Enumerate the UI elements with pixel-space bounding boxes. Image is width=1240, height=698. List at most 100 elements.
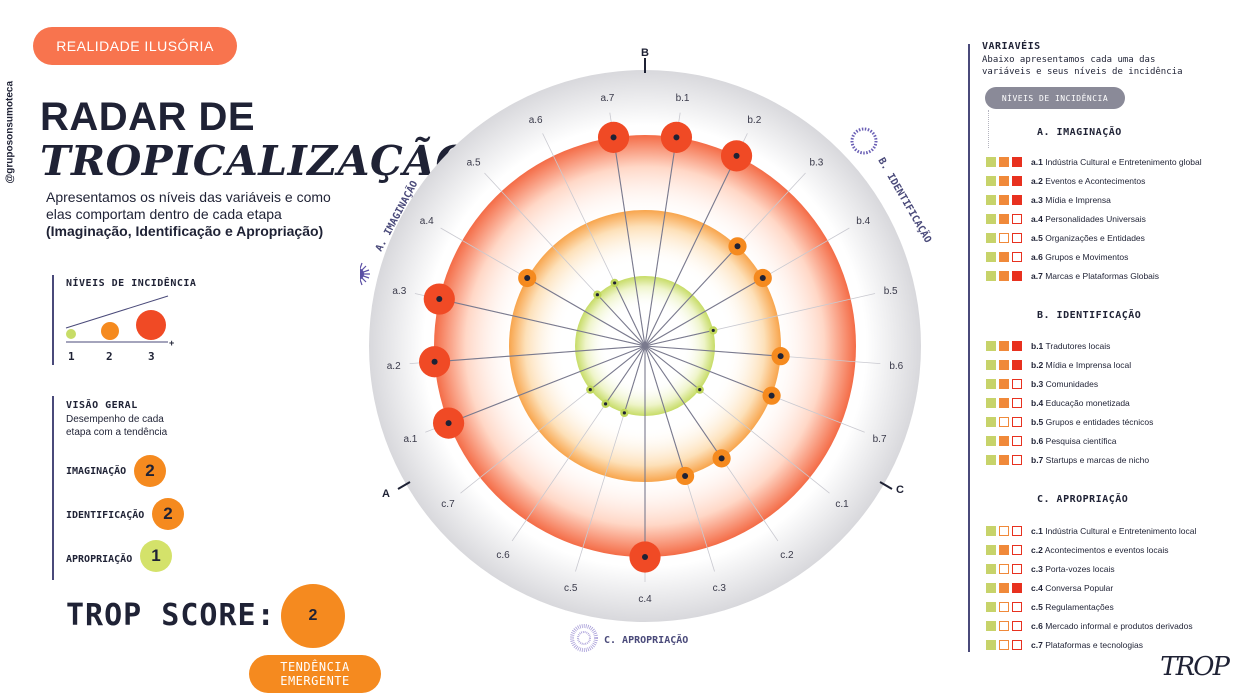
spoke-point-center xyxy=(733,152,740,159)
variable-code: c.6 xyxy=(1031,621,1043,631)
variable-code: a.3 xyxy=(1031,195,1043,205)
spoke-point-center xyxy=(610,134,617,141)
category-title: A. IMAGINAÇÃO xyxy=(1037,127,1122,138)
variable-code: b.7 xyxy=(1031,455,1044,465)
stage-apropriacao-badge: 1 xyxy=(140,540,172,572)
level-square xyxy=(999,398,1009,408)
level-square xyxy=(986,214,996,224)
spoke-label: a.6 xyxy=(529,115,543,126)
variable-name: Eventos e Acontecimentos xyxy=(1045,176,1146,186)
spoke-label: c.6 xyxy=(496,550,510,561)
variable-code: b.5 xyxy=(1031,417,1044,427)
level-square xyxy=(986,602,996,612)
level-square xyxy=(1012,176,1022,186)
variable-name: Mídia e Imprensa xyxy=(1045,195,1111,205)
spoke-label: b.6 xyxy=(889,361,903,372)
variable-row: c.4 Conversa Popular xyxy=(986,582,1113,594)
variable-row: c.3 Porta-vozes locais xyxy=(986,563,1115,575)
spoke-point-center xyxy=(734,243,741,250)
variable-row: c.2 Acontecimentos e eventos locais xyxy=(986,544,1169,556)
spoke-point-center xyxy=(682,472,689,479)
variable-label: a.5 Organizações e Entidades xyxy=(1031,233,1145,243)
section-c-icon xyxy=(570,624,598,652)
stage-apropriacao-label: APROPRIAÇÃO xyxy=(66,554,133,565)
level-3-dot xyxy=(136,310,166,340)
variable-name: Porta-vozes locais xyxy=(1045,564,1115,574)
spoke-point-center xyxy=(759,274,766,281)
level-square xyxy=(1012,379,1022,389)
levels-key-trend-line xyxy=(65,295,169,329)
level-square xyxy=(1012,602,1022,612)
level-square xyxy=(999,417,1009,427)
level-square xyxy=(1012,526,1022,536)
variable-row: a.2 Eventos e Acontecimentos xyxy=(986,175,1145,187)
variable-name: Comunidades xyxy=(1045,379,1099,389)
variable-label: b.6 Pesquisa científica xyxy=(1031,436,1117,446)
variable-code: c.7 xyxy=(1031,640,1043,650)
variable-label: a.2 Eventos e Acontecimentos xyxy=(1031,176,1145,186)
overview-bar xyxy=(52,396,54,580)
variable-row: a.7 Marcas e Plataformas Globais xyxy=(986,270,1159,282)
axis-a-label: A xyxy=(382,488,390,500)
variable-code: c.2 xyxy=(1031,545,1043,555)
spoke-label: a.2 xyxy=(387,361,401,372)
variables-dotted-connector xyxy=(988,110,989,148)
spoke-point-center xyxy=(588,388,592,392)
variable-row: b.5 Grupos e entidades técnicos xyxy=(986,416,1153,428)
variable-label: c.5 Regulamentações xyxy=(1031,602,1114,612)
level-square xyxy=(999,526,1009,536)
intro-stages: (Imaginação, Identificação e Apropriação… xyxy=(46,223,324,239)
variable-name: Tradutores locais xyxy=(1045,341,1111,351)
axis-c-tick xyxy=(879,481,893,490)
variable-label: b.1 Tradutores locais xyxy=(1031,341,1110,351)
level-square xyxy=(986,455,996,465)
spoke-label: a.4 xyxy=(420,216,434,227)
level-square xyxy=(1012,398,1022,408)
level-square xyxy=(999,602,1009,612)
spoke-data-line xyxy=(644,155,738,347)
overview-title: VISÃO GERAL xyxy=(66,400,138,411)
variable-label: a.7 Marcas e Plataformas Globais xyxy=(1031,271,1159,281)
level-square xyxy=(1012,360,1022,370)
spoke-point-center xyxy=(436,296,443,303)
page-title-line2: TROPICALIZAÇÃO xyxy=(40,137,472,185)
level-square xyxy=(986,252,996,262)
variable-code: a.6 xyxy=(1031,252,1043,262)
variable-row: a.5 Organizações e Entidades xyxy=(986,232,1145,244)
level-square xyxy=(1012,341,1022,351)
trop-score-value: 2 xyxy=(281,584,345,648)
variable-label: b.4 Educação monetizada xyxy=(1031,398,1130,408)
level-square xyxy=(986,157,996,167)
stage-imaginacao-badge: 2 xyxy=(134,455,166,487)
variable-row: a.6 Grupos e Movimentos xyxy=(986,251,1128,263)
social-handle: @gruposonsumoteca xyxy=(4,80,16,184)
stage-imaginacao-label: IMAGINAÇÃO xyxy=(66,466,127,477)
spoke-point-center xyxy=(622,411,626,415)
variable-name: Personalidades Universais xyxy=(1045,214,1146,224)
spoke-data-line xyxy=(448,345,646,424)
level-1-dot xyxy=(66,329,76,339)
spoke-data-line xyxy=(644,245,738,347)
variable-code: a.2 xyxy=(1031,176,1043,186)
spoke-data-line xyxy=(605,345,646,405)
level-square xyxy=(986,436,996,446)
spoke-data-line xyxy=(526,277,646,347)
spoke-data-line xyxy=(613,137,646,347)
variable-label: c.4 Conversa Popular xyxy=(1031,583,1113,593)
spoke-label: a.3 xyxy=(392,286,406,297)
level-square xyxy=(999,195,1009,205)
stage-identificacao-label: IDENTIFICAÇÃO xyxy=(66,510,145,521)
spoke-label: c.5 xyxy=(564,583,578,594)
variable-name: Acontecimentos e eventos locais xyxy=(1044,545,1169,555)
level-square xyxy=(1012,157,1022,167)
spoke-label: b.7 xyxy=(873,434,887,445)
section-c-label: C. APROPRIAÇÃO xyxy=(604,633,688,646)
level-square xyxy=(1012,271,1022,281)
variable-row: b.7 Startups e marcas de nicho xyxy=(986,454,1149,466)
section-tag: REALIDADE ILUSÓRIA xyxy=(33,27,237,65)
trend-line1: TENDÊNCIA xyxy=(280,660,350,674)
variable-code: a.1 xyxy=(1031,157,1043,167)
variable-label: a.6 Grupos e Movimentos xyxy=(1031,252,1128,262)
spoke-data-line xyxy=(644,345,723,459)
spoke-point-center xyxy=(613,281,617,285)
